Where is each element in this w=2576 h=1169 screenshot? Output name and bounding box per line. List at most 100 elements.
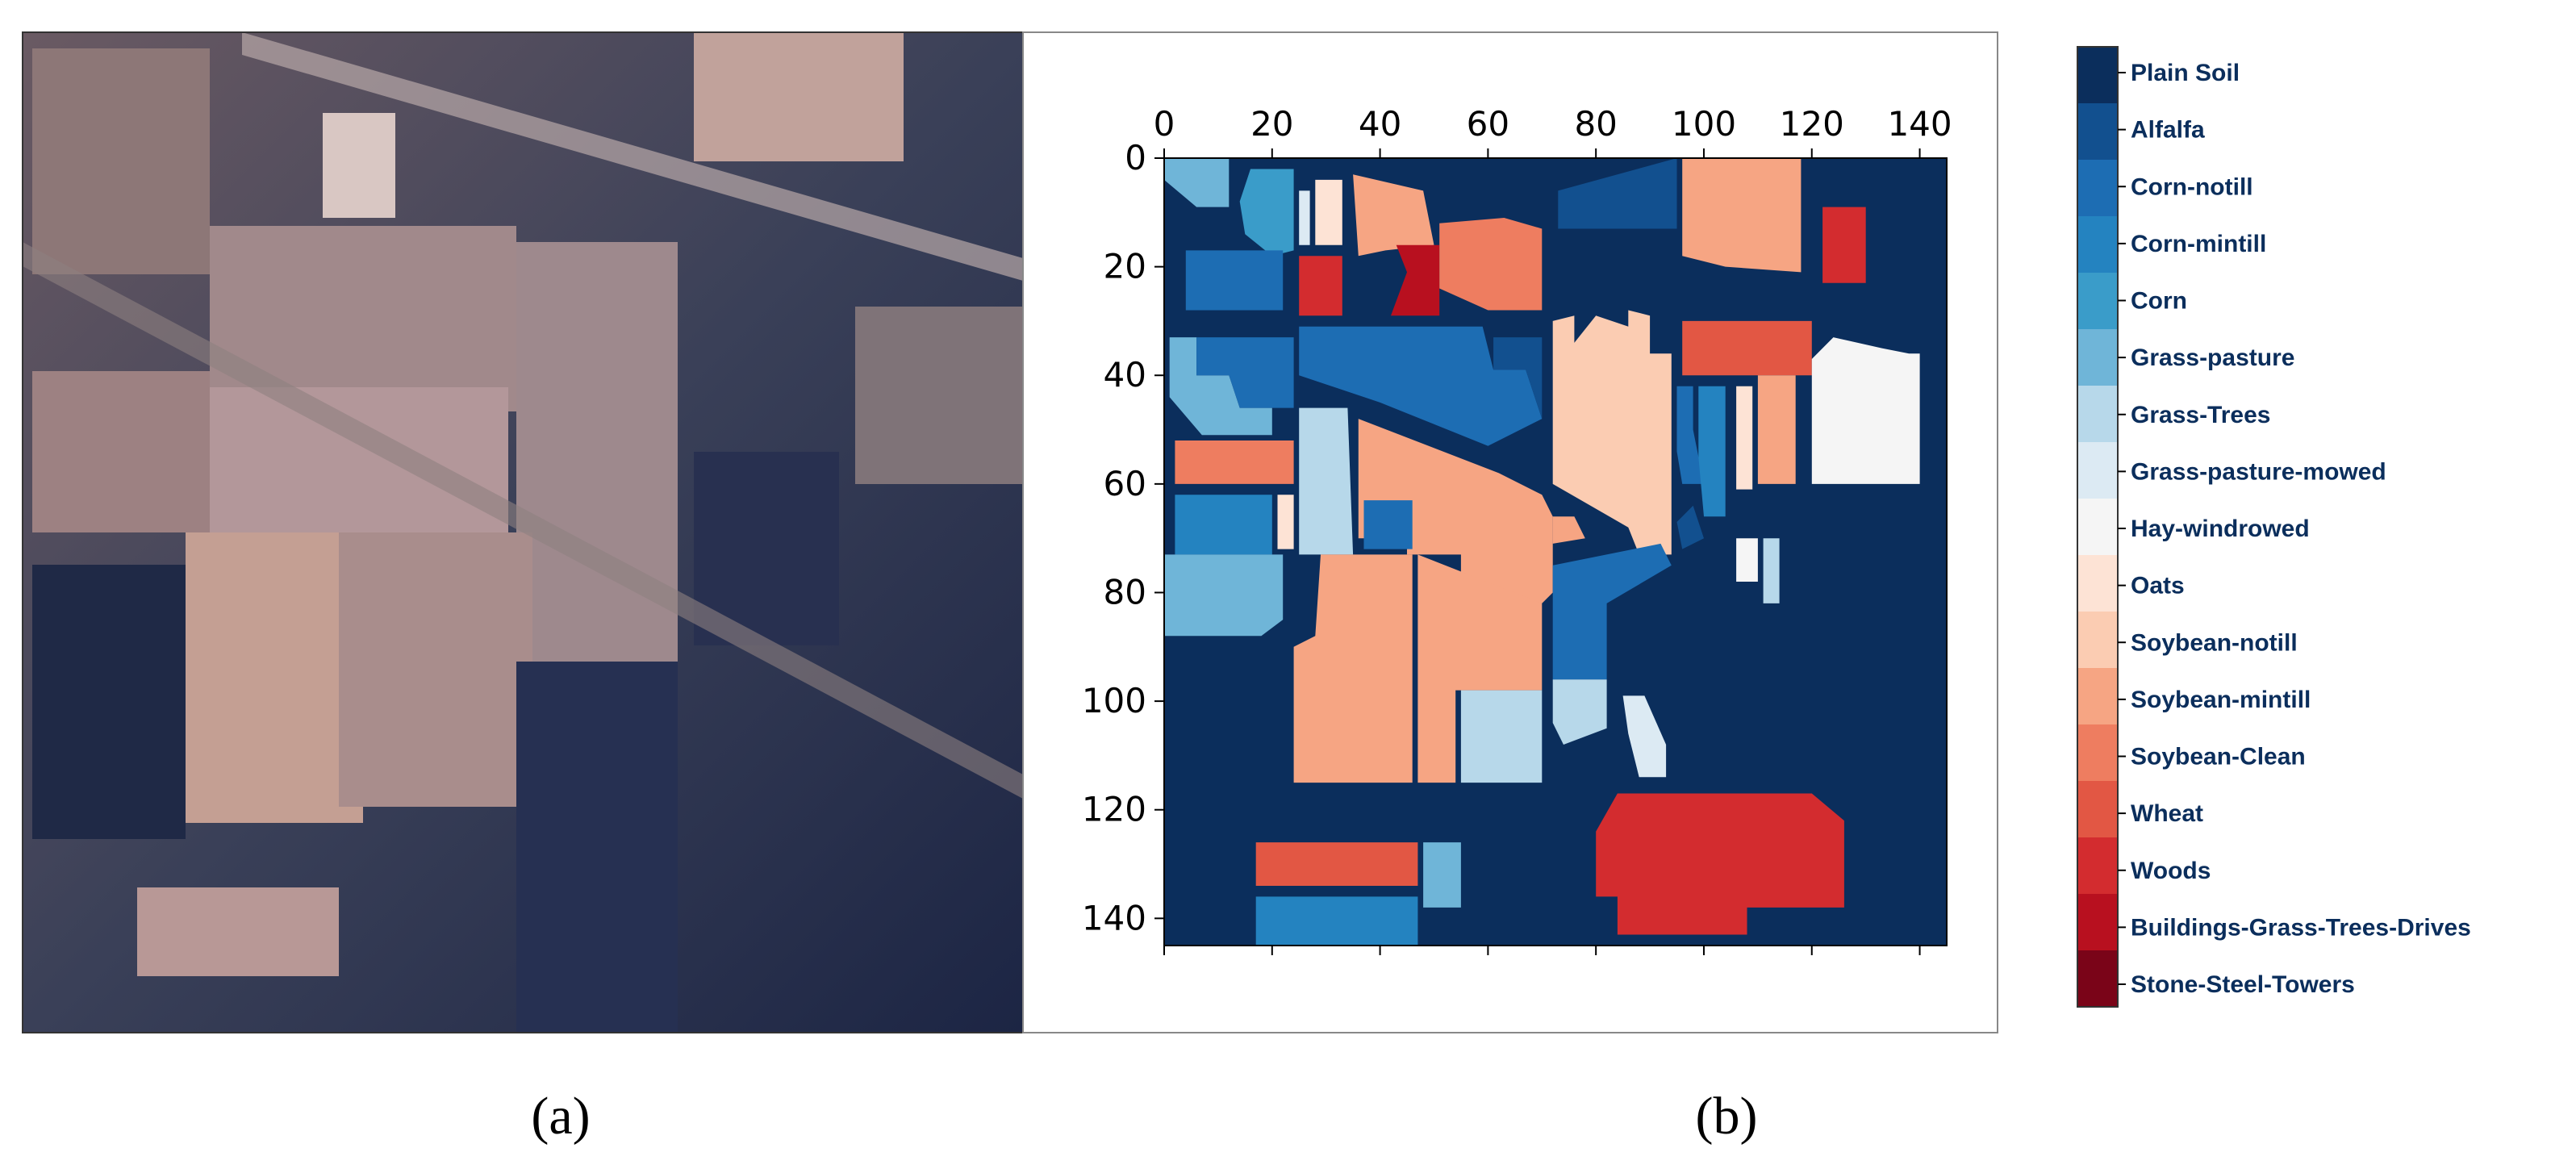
y-tick-label: 0 [1125, 138, 1146, 177]
colorbar-swatch [2077, 668, 2118, 725]
map-region [1676, 386, 1704, 484]
y-tick-label: 100 [1082, 681, 1146, 720]
map-region [1391, 244, 1440, 316]
colorbar-swatch [2077, 160, 2118, 217]
x-tick-label: 100 [1672, 104, 1736, 144]
map-axes-border [1163, 157, 1948, 946]
map-region [1558, 158, 1677, 229]
y-tick-label: 60 [1104, 464, 1146, 503]
colorbar-label: Hay-windrowed [2131, 516, 2310, 542]
colorbar: Plain Soil Alfalfa Corn-notill Corn-mintill… [2077, 46, 2471, 1008]
map-region [1299, 326, 1543, 446]
colorbar-label: Soybean-mintill [2131, 687, 2311, 713]
map-region [1682, 158, 1802, 273]
colorbar-swatch [2077, 386, 2118, 443]
colorbar-swatch [2077, 47, 2118, 104]
colorbar-label: Grass-pasture [2131, 344, 2294, 371]
colorbar-label: Alfalfa [2131, 117, 2205, 144]
map-region [1822, 207, 1866, 283]
x-tick-label: 0 [1154, 104, 1175, 144]
map-region [1255, 896, 1418, 946]
x-axis: 0 20 40 60 80 100 120 140 [1154, 104, 1952, 955]
map-region [1682, 320, 1812, 376]
colorbar-swatch [2077, 329, 2118, 386]
map-region [1164, 158, 1230, 207]
colorbar-swatch [2077, 837, 2118, 895]
colorbar-label: Wheat [2131, 800, 2203, 827]
map-region [1763, 538, 1780, 603]
map-region [1277, 495, 1294, 549]
x-tick-label: 60 [1467, 104, 1509, 144]
colorbar-label: Corn-mintill [2131, 231, 2266, 257]
x-tick-label: 140 [1887, 104, 1952, 144]
map-region [1185, 250, 1284, 311]
colorbar-label: Soybean-Clean [2131, 744, 2306, 770]
y-axis: 0 20 40 60 80 100 120 140 [1082, 138, 1164, 937]
colorbar-swatch [2077, 216, 2118, 273]
map-region [1736, 538, 1758, 582]
x-tick-label: 120 [1780, 104, 1844, 144]
colorbar-label: Stone-Steel-Towers [2131, 971, 2355, 998]
map-region [1423, 842, 1461, 908]
map-region [1417, 554, 1543, 783]
caption-a: (a) [531, 1087, 590, 1146]
colorbar-swatch [2077, 555, 2118, 612]
x-tick-label: 80 [1574, 104, 1617, 144]
colorbar-border [2077, 46, 2119, 1008]
map-region [1552, 310, 1672, 555]
classification-map [1164, 158, 1947, 989]
map-region [1552, 516, 1585, 544]
colorbar-label: Grass-pasture-mowed [2131, 458, 2386, 485]
map-region [1353, 174, 1434, 257]
caption-b: (b) [1696, 1087, 1758, 1146]
colorbar-swatch [2077, 894, 2118, 951]
map-region [1175, 495, 1272, 555]
map-region [1622, 695, 1667, 778]
map-region [1196, 337, 1294, 408]
map-region [1293, 554, 1413, 783]
map-region [1299, 190, 1310, 245]
colorbar-label: Woods [2131, 858, 2211, 884]
colorbar-swatch [2077, 442, 2118, 499]
colorbar-swatch [2077, 950, 2118, 1008]
y-tick-label: 120 [1082, 790, 1146, 829]
map-region [1164, 554, 1284, 637]
map-region [1811, 337, 1920, 484]
map-region [1255, 842, 1418, 886]
map-region [1552, 679, 1607, 745]
map-frame [1022, 31, 1998, 1033]
map-region [1363, 500, 1413, 549]
colorbar-label: Corn-notill [2131, 173, 2253, 200]
map-region [1736, 386, 1753, 490]
colorbar-swatch [2077, 612, 2118, 669]
map-region [1315, 179, 1342, 245]
y-tick-label: 40 [1104, 355, 1146, 395]
colorbar-swatch [2077, 103, 2118, 161]
map-region [1493, 337, 1543, 420]
map-region [1596, 793, 1844, 935]
map-region [1299, 407, 1354, 555]
colorbar-label: Corn [2131, 288, 2187, 315]
map-region [1175, 440, 1294, 484]
map-region [1460, 690, 1543, 783]
colorbar-swatch [2077, 273, 2118, 330]
colorbar-label: Plain Soil [2131, 60, 2240, 86]
map-region [1358, 419, 1553, 603]
map-region [1757, 375, 1796, 484]
map-region [1169, 337, 1272, 436]
x-tick-label: 20 [1250, 104, 1293, 144]
map-region [1310, 951, 1418, 989]
colorbar-label: Buildings-Grass-Trees-Drives [2131, 914, 2471, 941]
colorbar-swatch [2077, 499, 2118, 556]
y-tick-label: 80 [1104, 572, 1146, 612]
aerial-image [23, 32, 1023, 1033]
map-region [1439, 218, 1543, 311]
colorbar-label: Oats [2131, 573, 2185, 599]
x-tick-label: 40 [1359, 104, 1401, 144]
colorbar-label: Soybean-notill [2131, 629, 2298, 656]
y-tick-label: 20 [1104, 247, 1146, 286]
map-region [1552, 543, 1672, 680]
colorbar-swatch [2077, 724, 2118, 782]
